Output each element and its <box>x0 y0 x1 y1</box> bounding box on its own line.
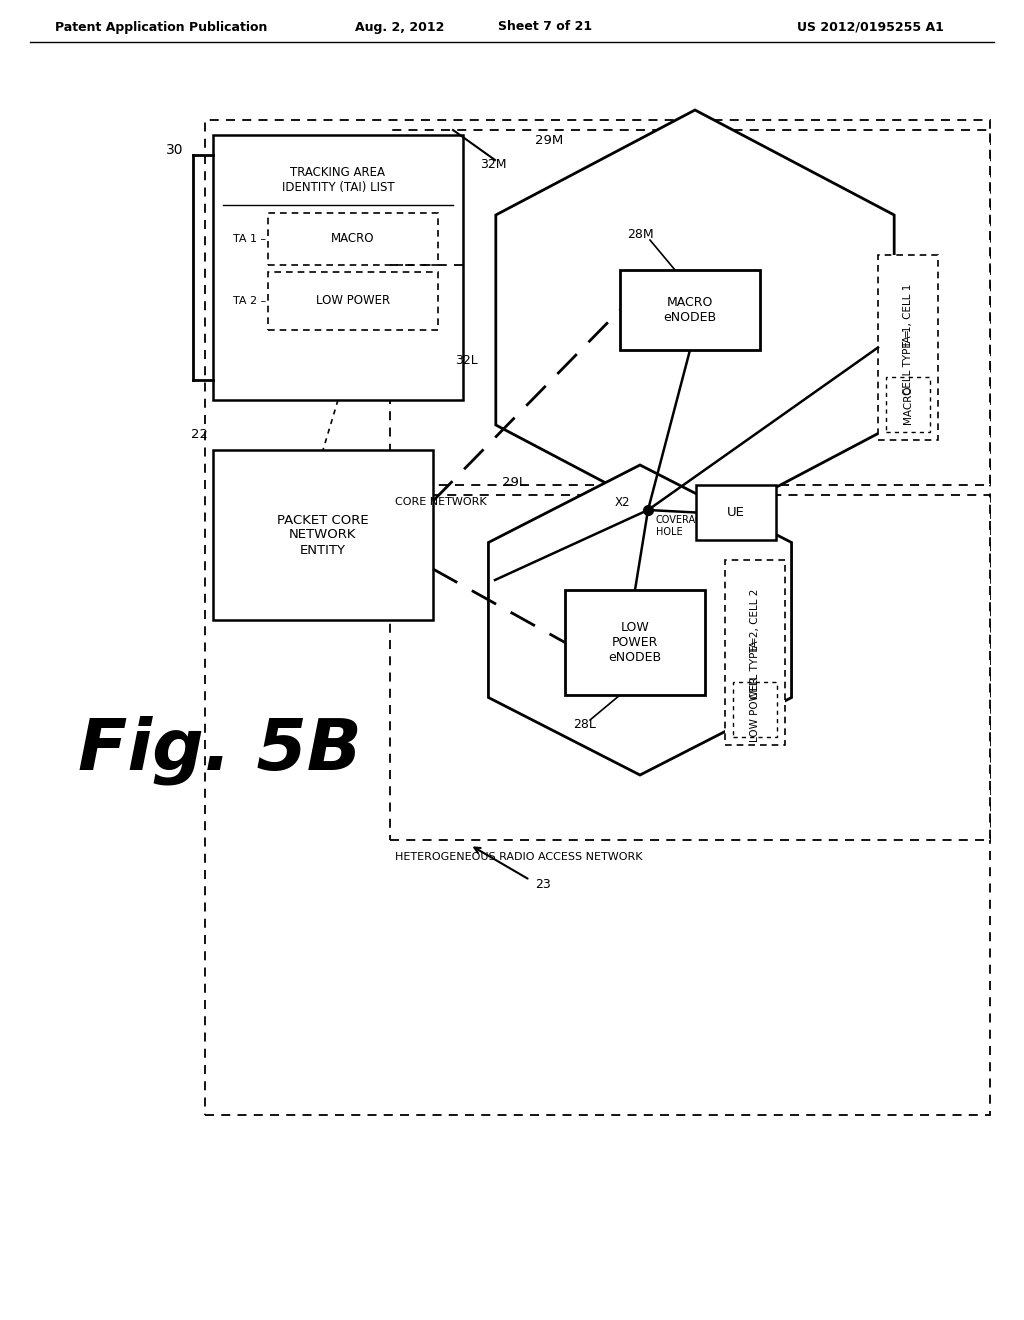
Text: US 2012/0195255 A1: US 2012/0195255 A1 <box>797 21 943 33</box>
FancyBboxPatch shape <box>205 120 990 1115</box>
FancyBboxPatch shape <box>390 495 990 840</box>
FancyBboxPatch shape <box>213 450 433 620</box>
FancyBboxPatch shape <box>213 135 463 400</box>
Polygon shape <box>488 465 792 775</box>
Text: COVERAGE
HOLE: COVERAGE HOLE <box>656 515 710 537</box>
Text: MACRO
eNODEB: MACRO eNODEB <box>664 296 717 323</box>
Text: 32L: 32L <box>455 354 478 367</box>
Text: 28L: 28L <box>573 718 596 731</box>
Text: TRACKING AREA
IDENTITY (TAI) LIST: TRACKING AREA IDENTITY (TAI) LIST <box>282 166 394 194</box>
Text: CELL TYPE=: CELL TYPE= <box>750 636 760 698</box>
Text: TA 1, CELL 1: TA 1, CELL 1 <box>903 284 913 348</box>
FancyBboxPatch shape <box>268 272 438 330</box>
Text: UE: UE <box>727 506 744 519</box>
Text: 22: 22 <box>191 429 208 441</box>
Polygon shape <box>496 110 894 531</box>
Text: Fig. 5B: Fig. 5B <box>78 715 361 785</box>
FancyBboxPatch shape <box>565 590 705 696</box>
FancyBboxPatch shape <box>878 255 938 440</box>
FancyBboxPatch shape <box>886 378 930 432</box>
Text: Aug. 2, 2012: Aug. 2, 2012 <box>355 21 444 33</box>
Text: 30: 30 <box>166 143 183 157</box>
Text: LOW
POWER
eNODEB: LOW POWER eNODEB <box>608 620 662 664</box>
Text: CORE NETWORK: CORE NETWORK <box>395 498 486 507</box>
Text: LOW POWER: LOW POWER <box>750 677 760 742</box>
Text: 32M: 32M <box>480 158 507 172</box>
Text: 29M: 29M <box>535 133 563 147</box>
Text: 28M: 28M <box>627 228 653 242</box>
Text: CELL TYPE =: CELL TYPE = <box>903 330 913 395</box>
FancyBboxPatch shape <box>733 682 777 737</box>
FancyBboxPatch shape <box>390 129 990 484</box>
Text: TA 2, CELL 2: TA 2, CELL 2 <box>750 589 760 653</box>
Text: Patent Application Publication: Patent Application Publication <box>55 21 267 33</box>
FancyBboxPatch shape <box>725 560 785 744</box>
FancyBboxPatch shape <box>620 271 760 350</box>
FancyBboxPatch shape <box>696 484 776 540</box>
Text: MACRO: MACRO <box>331 232 375 246</box>
Text: PACKET CORE
NETWORK
ENTITY: PACKET CORE NETWORK ENTITY <box>278 513 369 557</box>
Text: X2: X2 <box>614 495 630 508</box>
Text: TA 1 –: TA 1 – <box>233 234 266 244</box>
Text: 23: 23 <box>535 879 551 891</box>
Text: LOW POWER: LOW POWER <box>316 294 390 308</box>
FancyBboxPatch shape <box>268 213 438 265</box>
Text: TA 2 –: TA 2 – <box>233 296 266 306</box>
Text: MACRO: MACRO <box>903 385 913 424</box>
Text: 29L: 29L <box>502 475 526 488</box>
Text: Sheet 7 of 21: Sheet 7 of 21 <box>498 21 592 33</box>
Text: HETEROGENEOUS RADIO ACCESS NETWORK: HETEROGENEOUS RADIO ACCESS NETWORK <box>395 851 642 862</box>
